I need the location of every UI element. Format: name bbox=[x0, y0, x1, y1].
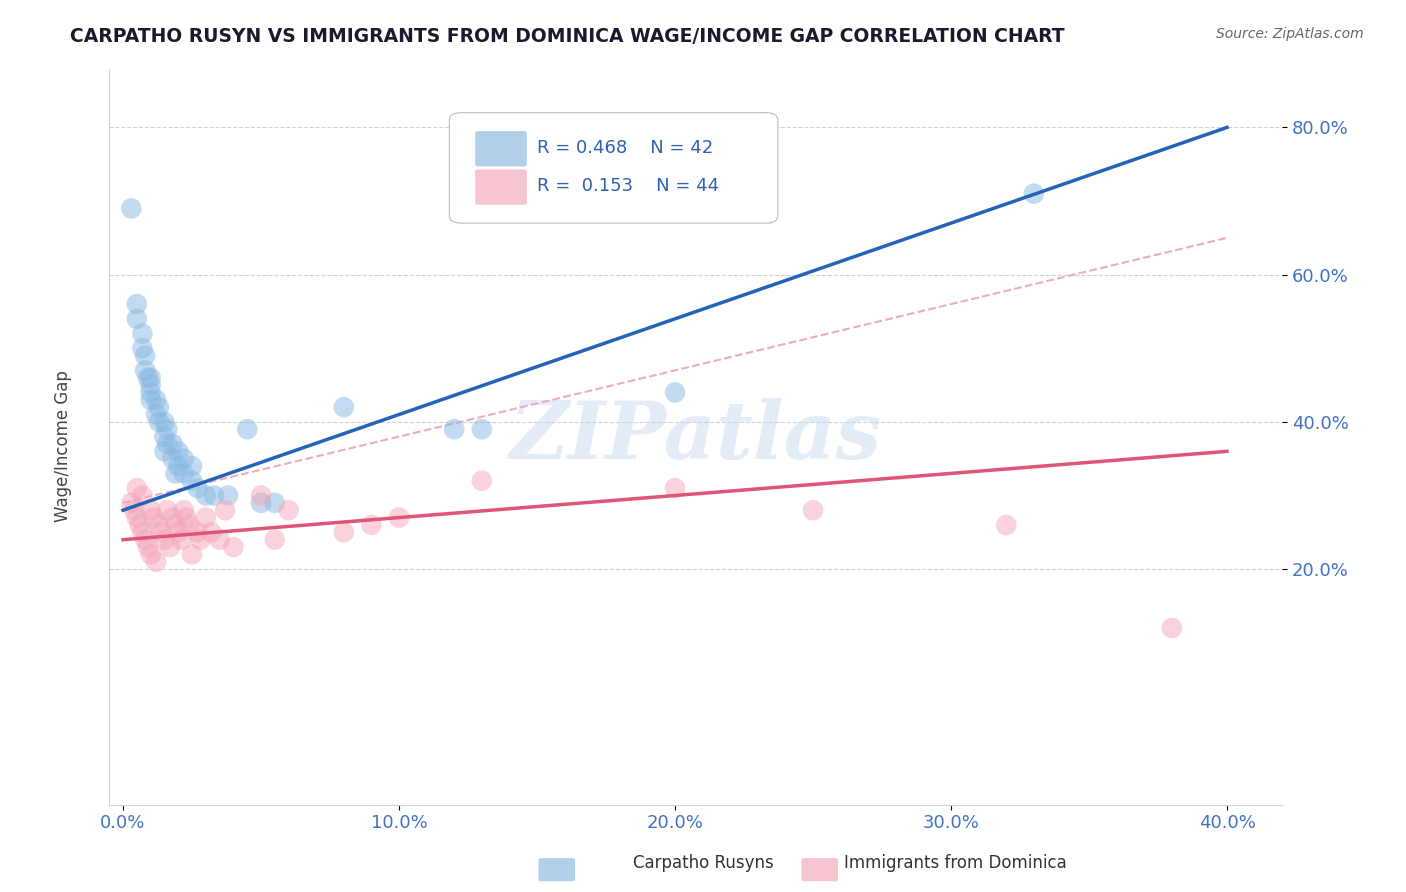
Point bbox=[153, 415, 176, 429]
Point bbox=[139, 503, 162, 517]
Point bbox=[360, 517, 382, 532]
Point bbox=[139, 378, 162, 392]
Point bbox=[167, 525, 190, 540]
Point bbox=[277, 503, 299, 517]
Point bbox=[145, 392, 167, 407]
Point bbox=[173, 467, 195, 481]
Point bbox=[664, 481, 686, 495]
Point bbox=[156, 422, 179, 436]
Point bbox=[153, 533, 176, 547]
Point bbox=[145, 408, 167, 422]
Point bbox=[217, 488, 239, 502]
Text: Wage/Income Gap: Wage/Income Gap bbox=[55, 370, 72, 522]
Point bbox=[200, 525, 222, 540]
Point bbox=[125, 297, 148, 311]
Point bbox=[443, 422, 465, 436]
Point bbox=[134, 533, 156, 547]
Point bbox=[162, 451, 184, 466]
Point bbox=[122, 503, 145, 517]
Text: R = 0.468    N = 42: R = 0.468 N = 42 bbox=[537, 139, 714, 157]
Point bbox=[664, 385, 686, 400]
Point bbox=[188, 533, 211, 547]
Point bbox=[139, 370, 162, 384]
Point bbox=[120, 496, 142, 510]
Point bbox=[181, 474, 204, 488]
Point bbox=[194, 510, 217, 524]
Point bbox=[125, 311, 148, 326]
Point bbox=[214, 503, 236, 517]
Point bbox=[333, 400, 356, 414]
Point bbox=[236, 422, 259, 436]
Point bbox=[167, 458, 190, 473]
Point bbox=[131, 488, 153, 502]
Point bbox=[1160, 621, 1182, 635]
Point bbox=[1022, 186, 1045, 201]
Text: Source: ZipAtlas.com: Source: ZipAtlas.com bbox=[1216, 27, 1364, 41]
Point bbox=[148, 415, 170, 429]
FancyBboxPatch shape bbox=[475, 131, 527, 167]
Point bbox=[181, 458, 204, 473]
Point bbox=[153, 429, 176, 443]
Point bbox=[134, 349, 156, 363]
Point bbox=[471, 422, 494, 436]
Point bbox=[388, 510, 411, 524]
Point bbox=[250, 488, 273, 502]
Point bbox=[150, 525, 173, 540]
Point bbox=[173, 503, 195, 517]
Point bbox=[139, 548, 162, 562]
Point bbox=[181, 548, 204, 562]
Point bbox=[134, 363, 156, 377]
Point bbox=[142, 510, 165, 524]
Point bbox=[187, 525, 209, 540]
Point bbox=[250, 496, 273, 510]
Point bbox=[179, 517, 201, 532]
Point bbox=[167, 444, 190, 458]
Point bbox=[156, 437, 179, 451]
Point bbox=[801, 503, 824, 517]
Point bbox=[208, 533, 231, 547]
Point bbox=[131, 341, 153, 355]
Point bbox=[131, 525, 153, 540]
Point bbox=[120, 202, 142, 216]
Point bbox=[131, 326, 153, 341]
Point bbox=[222, 540, 245, 554]
Point bbox=[159, 540, 181, 554]
Point bbox=[194, 488, 217, 502]
Point bbox=[471, 474, 494, 488]
Point bbox=[153, 444, 176, 458]
FancyBboxPatch shape bbox=[475, 169, 527, 204]
Point bbox=[162, 437, 184, 451]
Point bbox=[125, 481, 148, 495]
Point bbox=[125, 510, 148, 524]
Point bbox=[139, 392, 162, 407]
Point bbox=[145, 555, 167, 569]
Text: R =  0.153    N = 44: R = 0.153 N = 44 bbox=[537, 178, 720, 195]
Point bbox=[187, 481, 209, 495]
Point bbox=[148, 400, 170, 414]
Point bbox=[263, 496, 285, 510]
Point bbox=[136, 540, 159, 554]
Point bbox=[176, 510, 198, 524]
Text: CARPATHO RUSYN VS IMMIGRANTS FROM DOMINICA WAGE/INCOME GAP CORRELATION CHART: CARPATHO RUSYN VS IMMIGRANTS FROM DOMINI… bbox=[70, 27, 1064, 45]
Text: Immigrants from Dominica: Immigrants from Dominica bbox=[844, 855, 1066, 872]
Point bbox=[173, 451, 195, 466]
Text: Carpatho Rusyns: Carpatho Rusyns bbox=[633, 855, 773, 872]
Text: ZIPatlas: ZIPatlas bbox=[509, 398, 882, 475]
Point bbox=[263, 533, 285, 547]
Point bbox=[136, 370, 159, 384]
Point bbox=[165, 517, 187, 532]
Point bbox=[128, 517, 150, 532]
Point bbox=[139, 385, 162, 400]
Point bbox=[333, 525, 356, 540]
Point bbox=[202, 488, 225, 502]
FancyBboxPatch shape bbox=[450, 112, 778, 223]
Point bbox=[170, 533, 193, 547]
Point bbox=[162, 510, 184, 524]
Point bbox=[156, 503, 179, 517]
Point bbox=[165, 467, 187, 481]
Point bbox=[148, 517, 170, 532]
Point bbox=[995, 517, 1018, 532]
